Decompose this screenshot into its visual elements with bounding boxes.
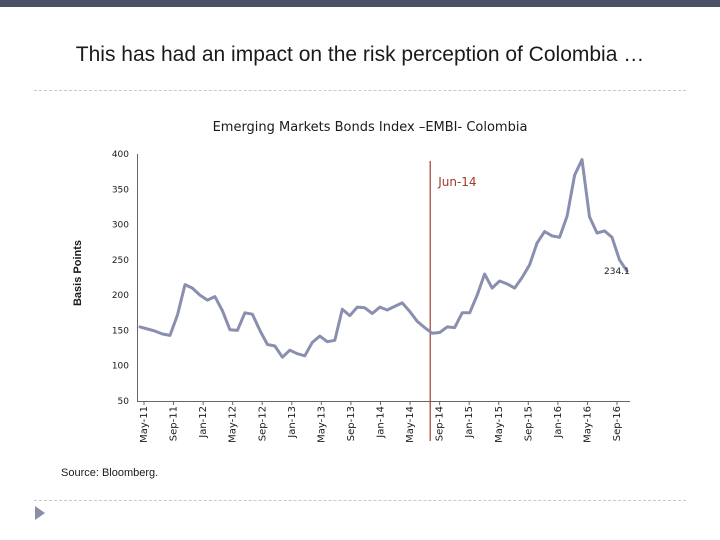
- y-tick-label: 350: [112, 185, 129, 195]
- y-tick-label: 400: [112, 150, 129, 160]
- x-tick-label: May-16: [582, 406, 593, 443]
- x-tick-label: May-11: [139, 406, 150, 443]
- x-tick-label: May-14: [405, 406, 416, 443]
- y-axis-label: Basis Points: [72, 240, 84, 306]
- y-axis-ticks: 50 100 150 200 250 300 350 400: [112, 150, 129, 407]
- nav-triangle-icon: [35, 506, 45, 520]
- top-accent-bar: [0, 0, 720, 7]
- x-tick-label: Jan-13: [287, 406, 298, 439]
- y-tick-label: 250: [112, 256, 129, 266]
- y-tick-label: 150: [112, 326, 129, 336]
- x-tick-label: Jan-16: [553, 406, 564, 439]
- x-tick-label: Sep-14: [435, 406, 446, 441]
- x-tick-label: Sep-16: [612, 406, 623, 441]
- x-axis-ticks: May-11 Sep-11 Jan-12 May-12 Sep-12 Jan-13 May-…: [139, 401, 623, 443]
- y-tick-label: 200: [112, 291, 129, 301]
- series-line-embi-colombia: [138, 158, 629, 359]
- y-tick-label: 50: [118, 397, 130, 407]
- x-tick-label: Jan-15: [464, 406, 475, 439]
- last-value-label: 234.1: [604, 267, 630, 277]
- chart-title: Emerging Markets Bonds Index –EMBI- Colo…: [213, 120, 528, 135]
- x-tick-label: Sep-12: [257, 406, 268, 441]
- event-marker-label: Jun-14: [437, 175, 476, 189]
- source-note: Source: Bloomberg.: [61, 467, 159, 479]
- x-tick-label: Sep-13: [346, 406, 357, 441]
- x-tick-label: Jan-14: [376, 406, 387, 439]
- x-tick-label: May-12: [228, 406, 239, 443]
- slide-title: This has had an impact on the risk perce…: [75, 43, 645, 66]
- x-tick-label: Sep-15: [523, 406, 534, 441]
- y-tick-label: 300: [112, 221, 129, 231]
- title-divider: [34, 90, 686, 91]
- x-tick-label: Jan-12: [198, 406, 209, 439]
- x-tick-label: Sep-11: [169, 406, 180, 441]
- x-tick-label: May-13: [316, 406, 327, 443]
- y-tick-label: 100: [112, 362, 129, 372]
- x-tick-label: May-15: [494, 406, 505, 443]
- footer-divider: [34, 500, 686, 501]
